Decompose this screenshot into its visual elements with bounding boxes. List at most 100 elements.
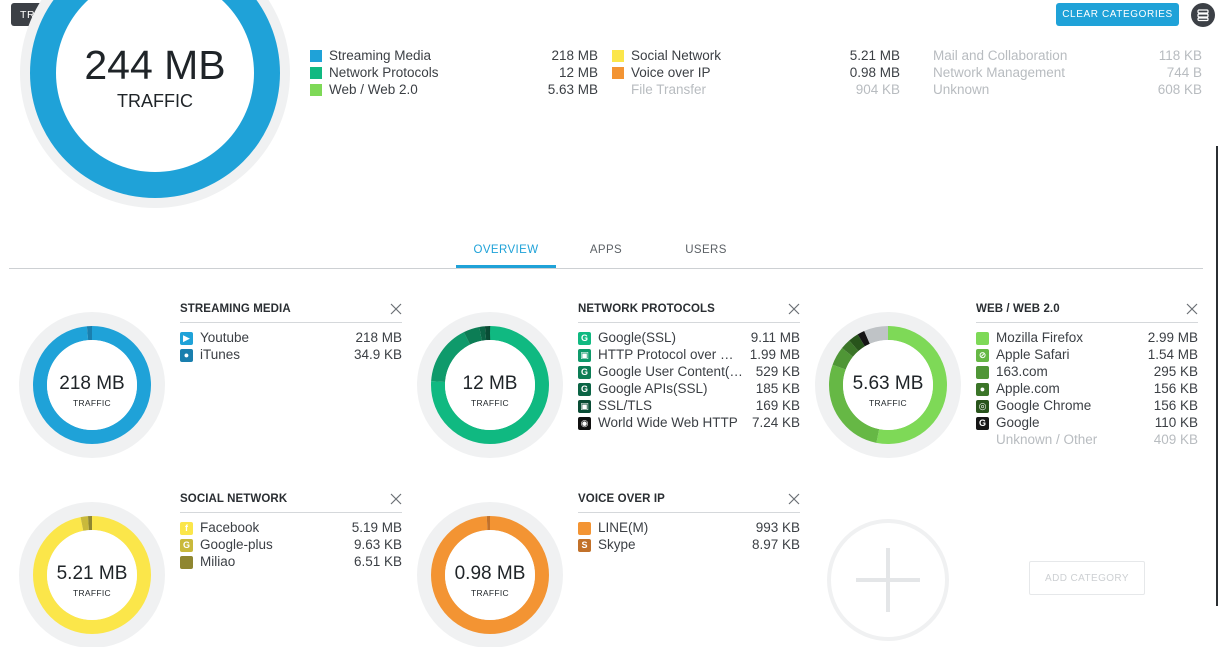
facebook-icon: f <box>180 522 193 535</box>
list-item[interactable]: Unknown / Other 409 KB <box>996 432 1198 447</box>
legend-swatch <box>310 67 322 79</box>
list-item[interactable]: ▶ Youtube 218 MB <box>180 330 402 347</box>
list-item[interactable]: Mozilla Firefox 2.99 MB <box>976 330 1198 347</box>
globe-icon: ◉ <box>578 417 591 430</box>
list-item[interactable]: Miliao 6.51 KB <box>180 554 402 571</box>
card-divider <box>180 322 402 323</box>
web-donut <box>815 312 961 458</box>
card-divider <box>976 322 1198 323</box>
list-item[interactable]: G Google 110 KB <box>976 415 1198 432</box>
google-plus-icon: G <box>180 539 193 552</box>
donut-segment <box>829 326 947 444</box>
streaming-media-donut <box>19 312 165 458</box>
tabs-divider <box>9 268 1203 269</box>
legend-item[interactable]: Web / Web 2.0 5.63 MB <box>310 82 598 99</box>
legend-item[interactable]: Unknown 608 KB <box>933 82 1202 97</box>
legend-column-3: Mail and Collaboration 118 KB Network Man… <box>914 48 1202 99</box>
legend-item[interactable]: Network Management 744 B <box>933 65 1202 80</box>
voice-over-ip-title: VOICE OVER IP <box>578 493 665 505</box>
site-icon <box>976 366 989 379</box>
legend-swatch <box>310 50 322 62</box>
google-icon: G <box>976 417 989 430</box>
card-divider <box>578 512 800 513</box>
streaming-media-value: 218 MB <box>59 373 125 394</box>
total-traffic-label: TRAFFIC <box>117 91 193 111</box>
lock-icon: ▣ <box>578 349 591 362</box>
google-icon: G <box>578 332 591 345</box>
legend-item[interactable]: Streaming Media 218 MB <box>310 48 598 65</box>
list-item[interactable]: 163.com 295 KB <box>976 364 1198 381</box>
list-item[interactable]: G Google(SSL) 9.11 MB <box>578 330 800 347</box>
legend-item[interactable]: Voice over IP 0.98 MB <box>612 65 900 82</box>
legend-item[interactable]: Network Protocols 12 MB <box>310 65 598 82</box>
streaming-media-title: STREAMING MEDIA <box>180 303 291 315</box>
legend-item[interactable]: Mail and Collaboration 118 KB <box>933 48 1202 63</box>
tab-overview[interactable]: OVERVIEW <box>473 244 539 256</box>
active-tab-indicator <box>456 265 556 268</box>
list-item[interactable]: LINE(M) 993 KB <box>578 520 800 537</box>
legend-column-2: Social Network 5.21 MB Voice over IP 0.98 … <box>612 48 900 99</box>
skype-icon: S <box>578 539 591 552</box>
network-protocols-value: 12 MB <box>462 373 518 394</box>
list-item[interactable]: ● iTunes 34.9 KB <box>180 347 402 364</box>
voice-over-ip-value: 0.98 MB <box>454 563 526 584</box>
close-icon[interactable] <box>788 303 800 315</box>
list-item[interactable]: ● Apple.com 156 KB <box>976 381 1198 398</box>
list-item[interactable]: S Skype 8.97 KB <box>578 537 800 554</box>
donut-segment <box>431 326 549 444</box>
tab-apps[interactable]: APPS <box>589 244 623 256</box>
voice-over-ip-donut <box>417 502 563 647</box>
web-traffic-label: TRAFFIC <box>869 398 907 408</box>
network-protocols-title: NETWORK PROTOCOLS <box>578 303 715 315</box>
total-traffic-value: 244 MB <box>84 42 226 88</box>
donut-segment <box>33 326 151 444</box>
legend-item[interactable]: File Transfer 904 KB <box>631 82 900 97</box>
legend-column-1: Streaming Media 218 MB Network Protocols 1… <box>310 48 598 99</box>
close-icon[interactable] <box>788 493 800 505</box>
stack-icon[interactable] <box>1191 3 1215 27</box>
donut-segment <box>431 516 549 634</box>
youtube-icon: ▶ <box>180 332 193 345</box>
site-icon <box>180 556 193 569</box>
line-icon <box>578 522 591 535</box>
add-category-button[interactable]: ADD CATEGORY <box>1029 561 1145 595</box>
tab-users[interactable]: USERS <box>685 244 727 256</box>
list-item[interactable]: ▣ HTTP Protocol over … 1.99 MB <box>578 347 800 364</box>
close-icon[interactable] <box>390 303 402 315</box>
legend-swatch <box>612 67 624 79</box>
list-item[interactable]: G Google APIs(SSL) 185 KB <box>578 381 800 398</box>
streaming-media-traffic-label: TRAFFIC <box>73 398 111 408</box>
card-divider <box>180 512 402 513</box>
list-item[interactable]: f Facebook 5.19 MB <box>180 520 402 537</box>
apple-icon: ● <box>976 383 989 396</box>
list-item[interactable]: G Google User Content(… 529 KB <box>578 364 800 381</box>
list-item[interactable]: ◉ World Wide Web HTTP 7.24 KB <box>578 415 800 432</box>
legend-item[interactable]: Social Network 5.21 MB <box>612 48 900 65</box>
social-network-title: SOCIAL NETWORK <box>180 493 288 505</box>
add-category-circle[interactable] <box>826 518 950 642</box>
safari-icon: ⊘ <box>976 349 989 362</box>
web-title: WEB / WEB 2.0 <box>976 303 1060 315</box>
web-value: 5.63 MB <box>852 373 924 394</box>
card-divider <box>578 322 800 323</box>
total-traffic-donut <box>20 0 290 208</box>
legend-swatch <box>612 50 624 62</box>
donut-segment <box>829 326 947 444</box>
scrollbar[interactable] <box>1216 146 1218 606</box>
list-item[interactable]: ◎ Google Chrome 156 KB <box>976 398 1198 415</box>
chrome-icon: ◎ <box>976 400 989 413</box>
lock-icon: ▣ <box>578 400 591 413</box>
close-icon[interactable] <box>390 493 402 505</box>
google-icon: G <box>578 383 591 396</box>
network-protocols-traffic-label: TRAFFIC <box>471 398 509 408</box>
voice-over-ip-traffic-label: TRAFFIC <box>471 588 509 598</box>
list-item[interactable]: G Google-plus 9.63 KB <box>180 537 402 554</box>
social-network-traffic-label: TRAFFIC <box>73 588 111 598</box>
list-item[interactable]: ⊘ Apple Safari 1.54 MB <box>976 347 1198 364</box>
network-protocols-donut <box>417 312 563 458</box>
donut-segment <box>33 516 151 634</box>
clear-categories-button[interactable]: CLEAR CATEGORIES <box>1056 3 1179 26</box>
list-item[interactable]: ▣ SSL/TLS 169 KB <box>578 398 800 415</box>
close-icon[interactable] <box>1186 303 1198 315</box>
firefox-icon <box>976 332 989 345</box>
